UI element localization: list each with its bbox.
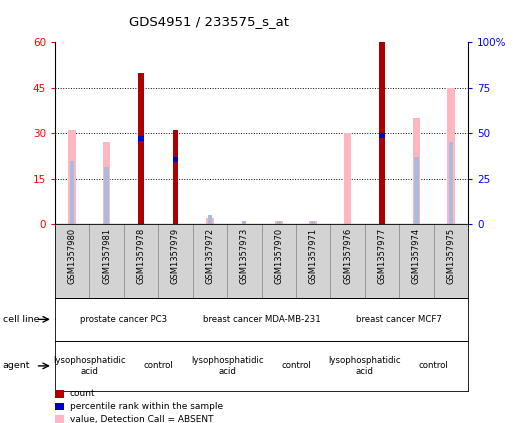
Bar bbox=[69, 130, 76, 224]
Bar bbox=[447, 88, 454, 224]
Bar bbox=[414, 157, 418, 224]
Text: control: control bbox=[281, 361, 311, 371]
Text: GSM1357970: GSM1357970 bbox=[274, 228, 283, 284]
Bar bbox=[379, 133, 384, 138]
Text: GSM1357971: GSM1357971 bbox=[309, 228, 317, 284]
Bar bbox=[310, 221, 317, 224]
Bar bbox=[449, 143, 453, 224]
Text: GSM1357972: GSM1357972 bbox=[206, 228, 214, 284]
Bar bbox=[206, 218, 213, 224]
Bar bbox=[139, 73, 144, 224]
Text: percentile rank within the sample: percentile rank within the sample bbox=[70, 402, 223, 411]
Text: GSM1357976: GSM1357976 bbox=[343, 228, 352, 284]
Bar bbox=[208, 215, 212, 224]
Text: GSM1357974: GSM1357974 bbox=[412, 228, 421, 284]
Text: prostate cancer PC3: prostate cancer PC3 bbox=[80, 315, 167, 324]
Bar bbox=[139, 136, 144, 141]
Text: breast cancer MCF7: breast cancer MCF7 bbox=[356, 315, 442, 324]
Text: GSM1357973: GSM1357973 bbox=[240, 228, 249, 284]
Bar bbox=[242, 221, 246, 224]
Text: cell line: cell line bbox=[3, 315, 39, 324]
Text: value, Detection Call = ABSENT: value, Detection Call = ABSENT bbox=[70, 415, 213, 423]
Text: GSM1357977: GSM1357977 bbox=[378, 228, 386, 284]
Text: GSM1357980: GSM1357980 bbox=[67, 228, 77, 284]
Text: GSM1357981: GSM1357981 bbox=[102, 228, 111, 284]
Text: agent: agent bbox=[3, 361, 30, 371]
Bar bbox=[105, 167, 109, 224]
Bar bbox=[344, 133, 351, 224]
Text: control: control bbox=[419, 361, 449, 371]
Bar bbox=[103, 143, 110, 224]
Bar bbox=[173, 130, 178, 224]
Text: GSM1357978: GSM1357978 bbox=[137, 228, 145, 284]
Text: GSM1357975: GSM1357975 bbox=[446, 228, 456, 284]
Text: breast cancer MDA-MB-231: breast cancer MDA-MB-231 bbox=[202, 315, 321, 324]
Text: lysophosphatidic
acid: lysophosphatidic acid bbox=[328, 356, 401, 376]
Bar bbox=[277, 221, 281, 224]
Text: GDS4951 / 233575_s_at: GDS4951 / 233575_s_at bbox=[129, 15, 289, 28]
Bar bbox=[379, 42, 384, 224]
Text: lysophosphatidic
acid: lysophosphatidic acid bbox=[191, 356, 264, 376]
Text: GSM1357979: GSM1357979 bbox=[171, 228, 180, 284]
Bar bbox=[173, 157, 178, 162]
Text: lysophosphatidic
acid: lysophosphatidic acid bbox=[53, 356, 126, 376]
Text: control: control bbox=[143, 361, 173, 371]
Bar bbox=[70, 161, 74, 224]
Bar bbox=[413, 118, 420, 224]
Bar bbox=[311, 221, 315, 224]
Bar bbox=[275, 221, 282, 224]
Text: count: count bbox=[70, 389, 95, 398]
